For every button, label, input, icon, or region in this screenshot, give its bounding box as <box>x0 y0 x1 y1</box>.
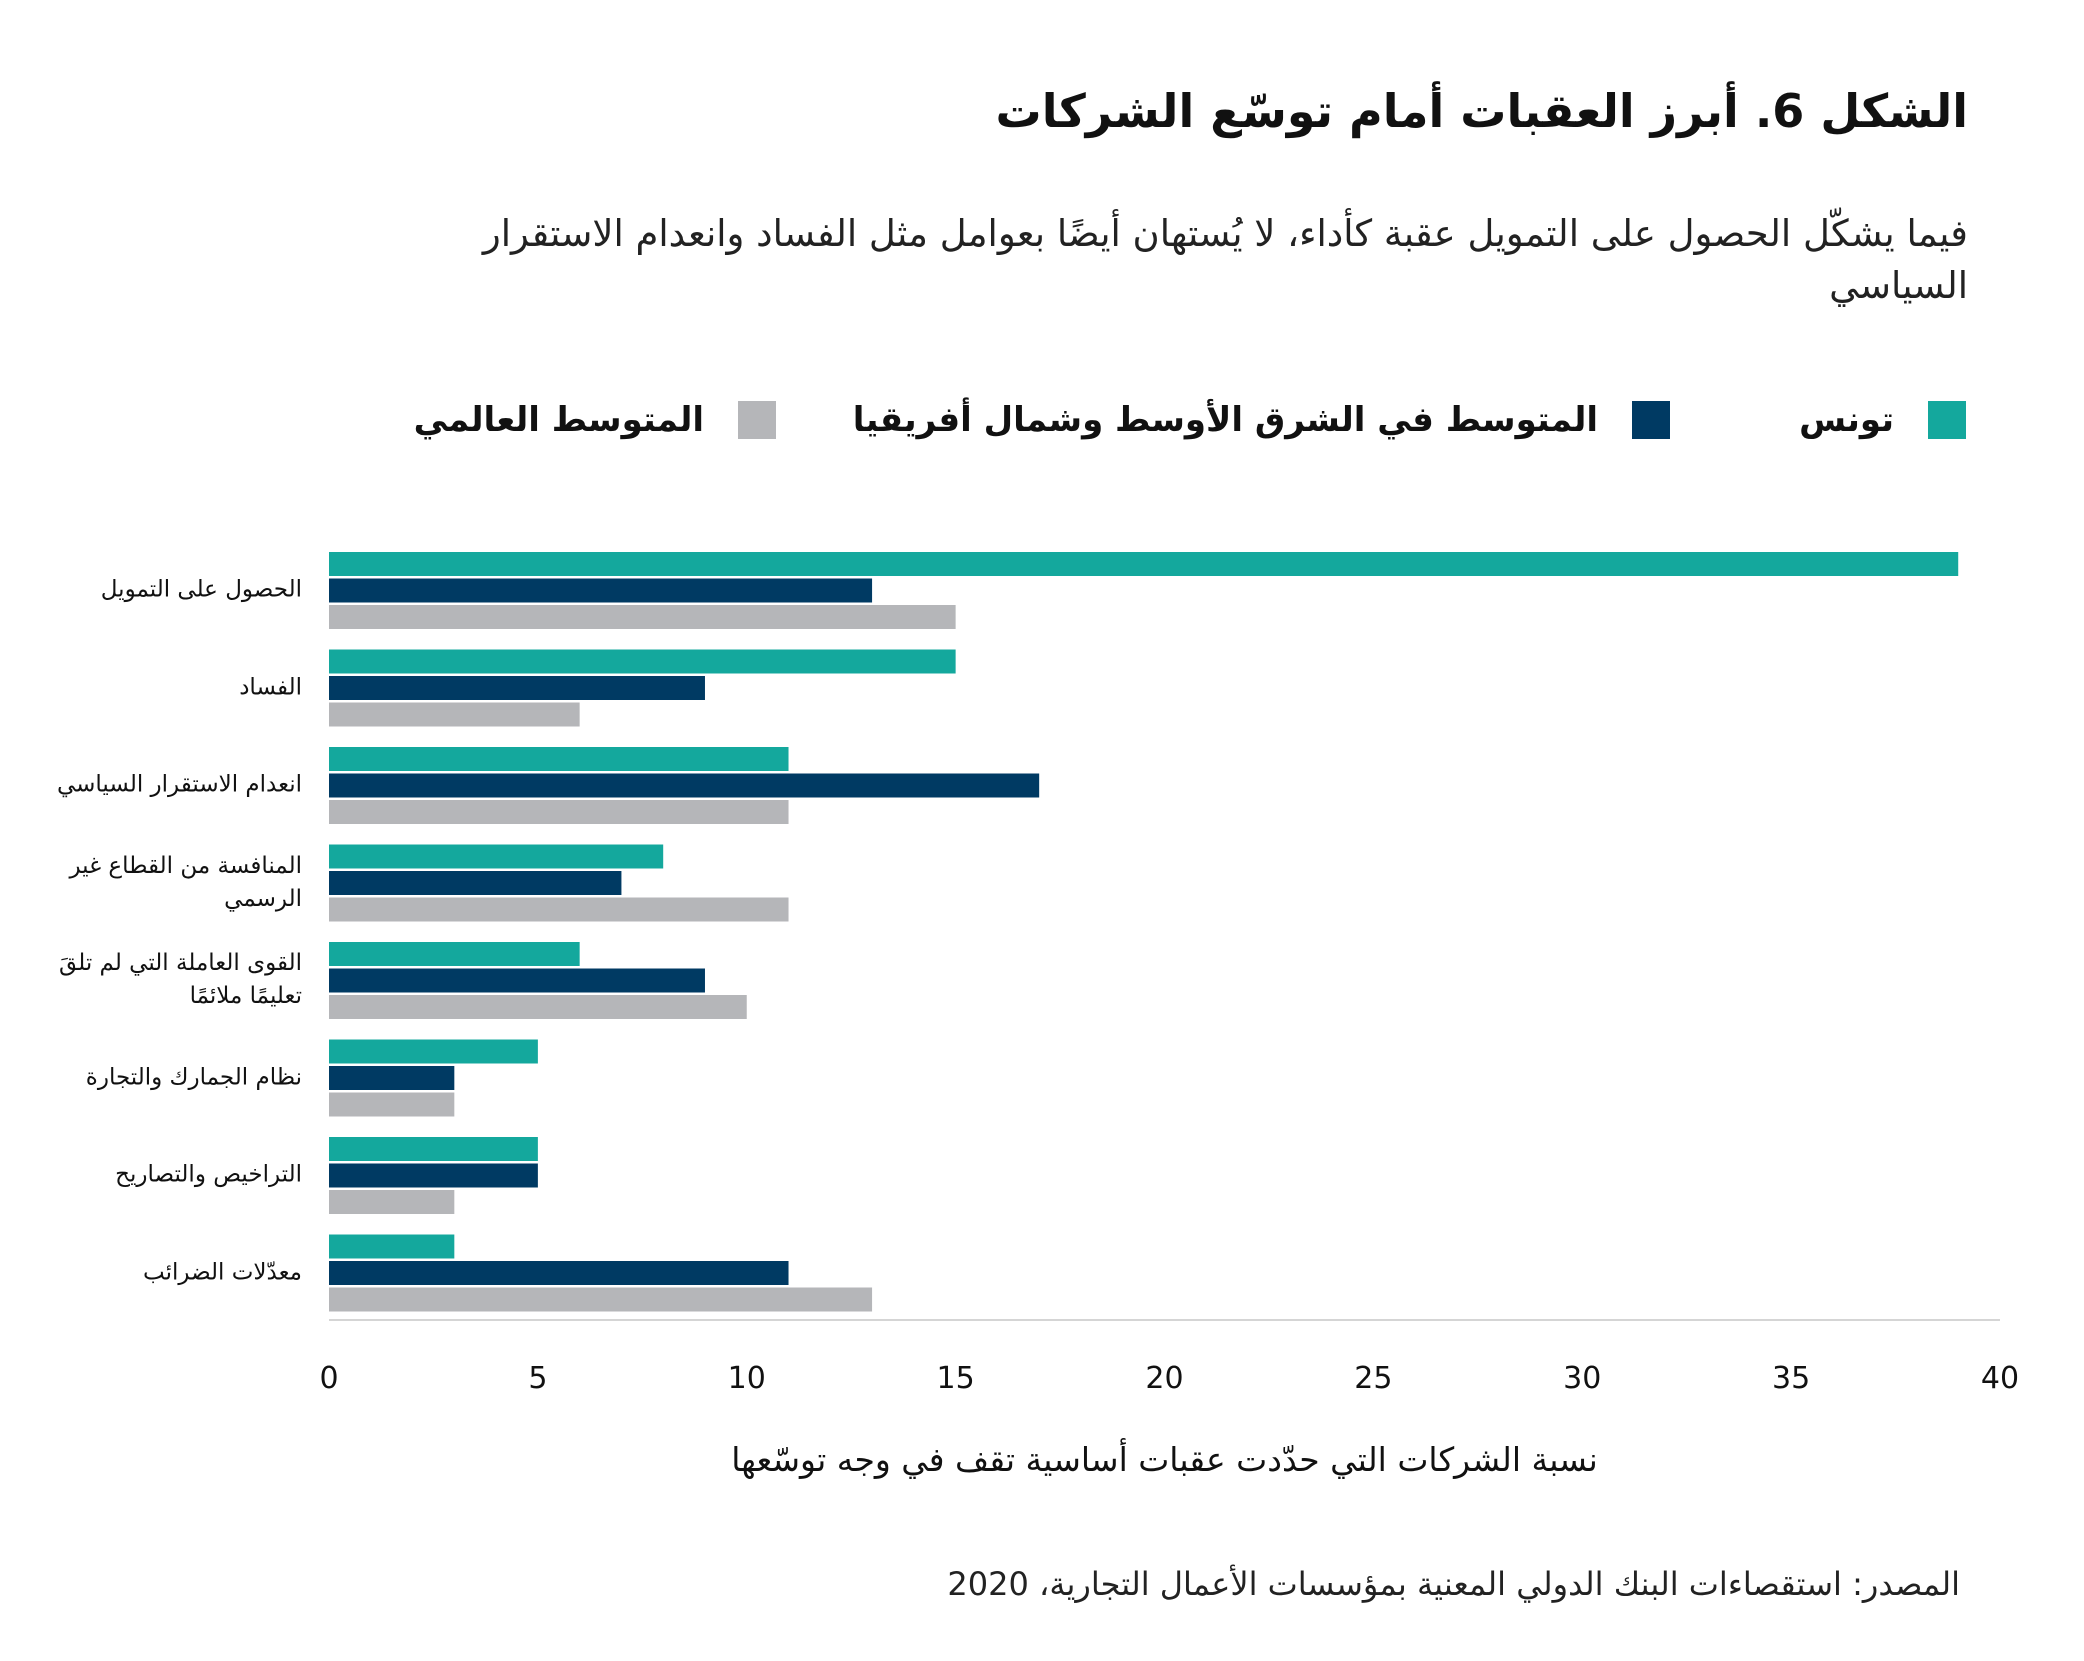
legend-swatch <box>1928 401 1966 439</box>
bar <box>329 1092 455 1117</box>
category-label: الحصول على التمويل <box>100 576 302 603</box>
bar <box>329 1163 538 1188</box>
x-tick-label: 20 <box>1145 1361 1183 1396</box>
x-tick-label: 35 <box>1772 1361 1810 1396</box>
legend-label: المتوسط في الشرق الأوسط وشمال أفريقيا <box>852 400 1598 440</box>
bar <box>329 676 705 700</box>
bar <box>329 995 747 1019</box>
bar <box>329 1287 873 1312</box>
bar <box>329 773 1040 798</box>
bar <box>329 871 622 895</box>
category-label: المنافسة من القطاع غير الرسمي <box>69 852 302 912</box>
bar <box>329 649 956 674</box>
bar <box>329 1137 538 1161</box>
bar <box>329 897 789 922</box>
x-tick-label: 15 <box>937 1361 975 1396</box>
chart-subtitle: فيما يشكّل الحصول على التمويل عقبة كأداء… <box>482 212 1968 307</box>
category-label: التراخيص والتصاريح <box>115 1161 302 1188</box>
legend-item-tunisia: تونس <box>1799 400 1966 440</box>
bar <box>329 844 664 869</box>
x-tick-label: 5 <box>528 1361 547 1396</box>
category-label: نظام الجمارك والتجارة <box>85 1064 302 1090</box>
bar <box>329 552 1959 576</box>
bar <box>329 968 705 993</box>
x-axis-label: نسبة الشركات التي حدّدت عقبات أساسية تقف… <box>731 1440 1598 1479</box>
bar <box>329 942 580 966</box>
category-label: الفساد <box>239 674 302 700</box>
bar <box>329 1261 789 1285</box>
x-tick-label: 25 <box>1354 1361 1392 1396</box>
legend-label: تونس <box>1799 400 1894 440</box>
bar <box>329 578 873 603</box>
legend-label: المتوسط العالمي <box>413 400 704 440</box>
legend-item-mena: المتوسط في الشرق الأوسط وشمال أفريقيا <box>853 400 1670 440</box>
bar <box>329 747 789 771</box>
bar <box>329 1234 455 1259</box>
source-note: المصدر: استقصاءات البنك الدولي المعنية ب… <box>947 1565 1960 1603</box>
category-label: القوى العاملة التي لم تلقَ تعليمًا ملائم… <box>59 950 302 1009</box>
x-tick-label: 0 <box>319 1361 338 1396</box>
legend-item-world: المتوسط العالمي <box>414 400 776 440</box>
bar <box>329 605 956 629</box>
category-label: معدّلات الضرائب <box>143 1259 302 1285</box>
category-label: انعدام الاستقرار السياسي <box>56 771 302 798</box>
bar <box>329 1066 455 1090</box>
legend-swatch <box>1632 401 1670 439</box>
legend-swatch <box>738 401 776 439</box>
bar <box>329 1039 538 1064</box>
x-tick-label: 30 <box>1563 1361 1601 1396</box>
bar <box>329 1190 455 1214</box>
bar <box>329 800 789 824</box>
bar <box>329 702 580 727</box>
x-tick-label: 10 <box>728 1361 766 1396</box>
x-tick-label: 40 <box>1981 1361 2019 1396</box>
chart-title: الشكل 6. أبرز العقبات أمام توسّع الشركات <box>995 84 1969 138</box>
